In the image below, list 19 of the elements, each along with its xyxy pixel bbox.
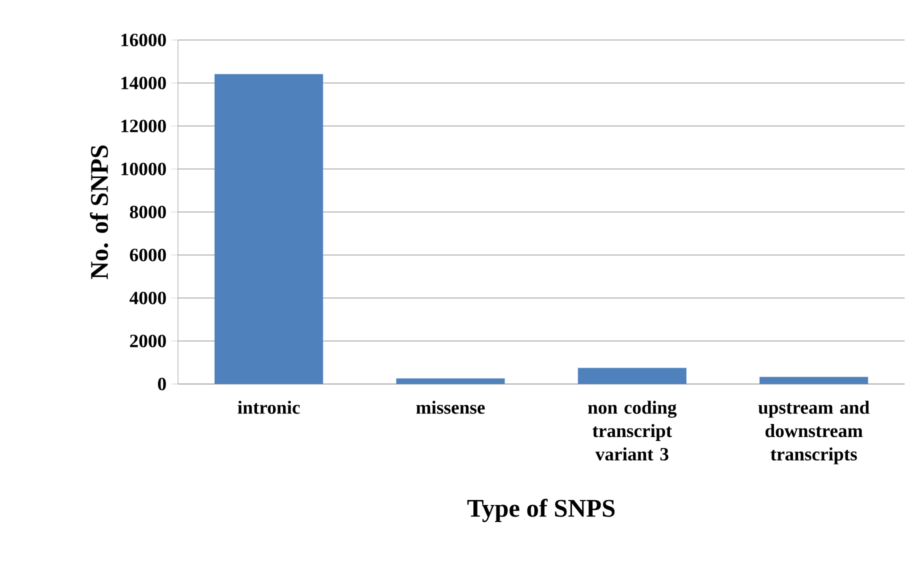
bar	[214, 74, 324, 384]
x-axis-title: Type of SNPS	[467, 498, 615, 522]
y-tick-label: 16000	[121, 34, 166, 46]
y-tick-label: 12000	[121, 120, 166, 132]
x-tick-label: non coding transcript variant 3	[588, 400, 677, 461]
y-tick-label: 2000	[130, 334, 166, 348]
y-tick-label: 0	[158, 378, 166, 390]
y-tick-label: 6000	[130, 248, 166, 262]
x-tick-label: intronic	[238, 400, 300, 414]
x-tick-label: missense	[416, 400, 485, 414]
y-tick-label: 10000	[121, 162, 166, 176]
bar	[578, 368, 686, 384]
y-tick-label: 4000	[130, 292, 166, 304]
x-tick-label: upstream and downstream transcripts	[758, 400, 870, 464]
bar	[760, 376, 868, 384]
bar	[396, 378, 505, 384]
y-axis-title: No. of SNPS	[90, 146, 108, 280]
y-tick-label: 8000	[130, 206, 166, 218]
y-tick-label: 14000	[121, 76, 166, 90]
